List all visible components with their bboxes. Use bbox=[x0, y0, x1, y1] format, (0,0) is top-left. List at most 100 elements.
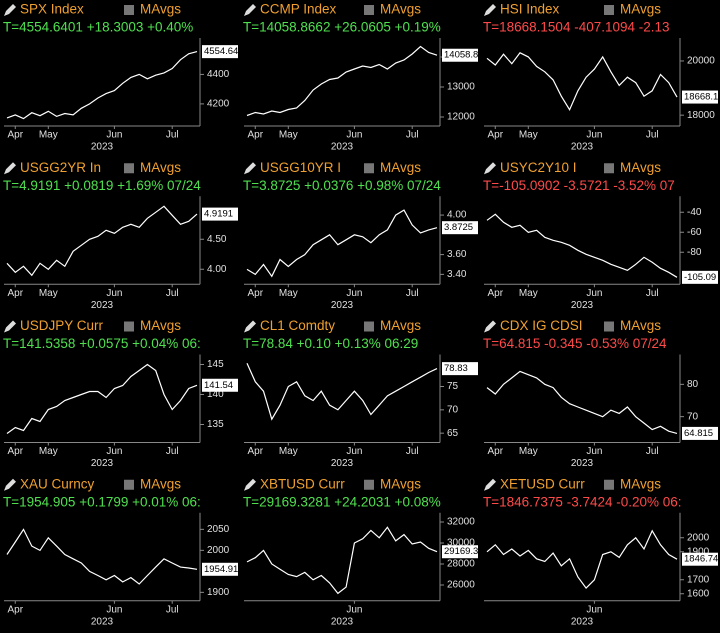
mavgs-toggle[interactable] bbox=[604, 5, 614, 15]
y-tick-label: 70 bbox=[447, 404, 459, 415]
mavgs-label[interactable]: MAvgs bbox=[140, 318, 181, 333]
y-tick-label: 4.50 bbox=[207, 234, 227, 245]
mavgs-toggle[interactable] bbox=[364, 321, 374, 332]
mavgs-toggle[interactable] bbox=[604, 163, 614, 174]
x-year-label: 2023 bbox=[571, 458, 594, 469]
last-price-box bbox=[202, 45, 238, 59]
mavgs-toggle[interactable] bbox=[124, 5, 134, 15]
panel-title: XBTUSD Curr bbox=[260, 476, 345, 491]
y-tick-label: 32000 bbox=[447, 517, 475, 528]
y-tick-label: 1900 bbox=[207, 587, 230, 598]
last-price-box bbox=[202, 562, 238, 576]
x-tick-label: May bbox=[279, 288, 298, 299]
x-year-label: 2023 bbox=[571, 142, 594, 153]
panel-header: HSI Index MAvgs T=18668.1504 -407.1094 -2.… bbox=[483, 2, 670, 35]
chart-panel: CCMP Index MAvgs T=14058.8662 +26.0605 +0.… bbox=[243, 2, 484, 153]
mavgs-label[interactable]: MAvgs bbox=[140, 476, 181, 491]
panel-header: CCMP Index MAvgs T=14058.8662 +26.0605 +0.… bbox=[243, 2, 441, 35]
edit-icon bbox=[4, 4, 16, 16]
edit-icon bbox=[244, 4, 256, 16]
y-tick-label: 1600 bbox=[687, 588, 710, 599]
panel-header: CDX IG CDSI MAvgs T=64.815 -0.345 -0.53% 0… bbox=[483, 318, 667, 351]
quote-line: T=1954.905 +0.1799 +0.01% 06: bbox=[3, 494, 201, 509]
last-price-box bbox=[682, 90, 718, 104]
last-price-box bbox=[682, 426, 718, 440]
panel-title: USYC2Y10 I bbox=[500, 160, 577, 175]
mavgs-label[interactable]: MAvgs bbox=[380, 476, 421, 491]
mavgs-toggle[interactable] bbox=[124, 321, 134, 332]
y-tick-label: 18000 bbox=[687, 110, 715, 121]
panel-title: CL1 Comdty bbox=[260, 318, 335, 333]
x-year-label: 2023 bbox=[91, 142, 114, 153]
mavgs-toggle[interactable] bbox=[364, 163, 374, 174]
x-tick-label: Jul bbox=[646, 446, 659, 457]
edit-icon bbox=[484, 162, 496, 175]
chart-panel: USGG10YR I MAvgs T=3.8725 +0.0376 +0.98% 0… bbox=[243, 160, 478, 311]
x-tick-label: Jul bbox=[646, 130, 659, 141]
y-tick-label: 135 bbox=[207, 419, 224, 430]
x-tick-label: Apr bbox=[247, 288, 263, 299]
mavgs-toggle[interactable] bbox=[124, 479, 134, 490]
x-tick-label: Jul bbox=[406, 288, 419, 299]
last-price-box bbox=[442, 362, 478, 376]
quote-line: T=141.5358 +0.0575 +0.04% 06: bbox=[3, 336, 201, 351]
edit-icon bbox=[4, 162, 16, 175]
panel-header: XETUSD Curr MAvgs T=1846.7375 -3.7424 -0.2… bbox=[483, 476, 682, 509]
mavgs-label[interactable]: MAvgs bbox=[620, 160, 661, 175]
mavgs-label[interactable]: MAvgs bbox=[620, 318, 661, 333]
last-price-box bbox=[682, 552, 718, 566]
y-tick-label: 65 bbox=[447, 428, 459, 439]
mavgs-label[interactable]: MAvgs bbox=[380, 2, 421, 17]
x-tick-label: Jun bbox=[586, 446, 602, 457]
x-tick-label: Jun bbox=[346, 446, 362, 457]
panel-title: USDJPY Curr bbox=[20, 318, 104, 333]
y-tick-label: 145 bbox=[207, 359, 224, 370]
mavgs-label[interactable]: MAvgs bbox=[620, 476, 661, 491]
quote-line: T=78.84 +0.10 +0.13% 06:29 bbox=[243, 336, 418, 351]
y-tick-label: 20000 bbox=[687, 56, 715, 67]
price-line bbox=[6, 205, 198, 277]
x-tick-label: May bbox=[519, 288, 538, 299]
x-year-label: 2023 bbox=[331, 458, 354, 469]
y-tick-label: 3.60 bbox=[447, 249, 467, 260]
mavgs-label[interactable]: MAvgs bbox=[140, 2, 181, 17]
x-year-label: 2023 bbox=[571, 616, 594, 627]
mavgs-toggle[interactable] bbox=[604, 479, 614, 490]
x-tick-label: May bbox=[519, 130, 538, 141]
x-tick-label: May bbox=[519, 446, 538, 457]
mavgs-label[interactable]: MAvgs bbox=[140, 160, 181, 175]
mavgs-label[interactable]: MAvgs bbox=[380, 318, 421, 333]
mavgs-label[interactable]: MAvgs bbox=[380, 160, 421, 175]
x-year-label: 2023 bbox=[331, 300, 354, 311]
x-tick-label: Jun bbox=[586, 604, 602, 615]
last-price-label: -105.09 bbox=[684, 272, 716, 283]
y-tick-label: 4.00 bbox=[207, 264, 227, 275]
panel-title: XETUSD Curr bbox=[500, 476, 585, 491]
mavgs-toggle[interactable] bbox=[364, 479, 374, 490]
y-tick-label: -40 bbox=[687, 207, 702, 218]
x-year-label: 2023 bbox=[331, 142, 354, 153]
panel-header: CL1 Comdty MAvgs T=78.84 +0.10 +0.13% 06:2… bbox=[243, 318, 421, 351]
x-tick-label: Apr bbox=[7, 604, 23, 615]
mavgs-label[interactable]: MAvgs bbox=[620, 2, 661, 17]
y-tick-label: 26000 bbox=[447, 580, 475, 591]
chart-panel: USDJPY Curr MAvgs T=141.5358 +0.0575 +0.04… bbox=[3, 318, 238, 469]
y-tick-label: 1700 bbox=[687, 574, 710, 585]
mavgs-toggle[interactable] bbox=[364, 5, 374, 15]
chart-panel: USGG2YR In MAvgs T=4.9191 +0.0819 +1.69% 0… bbox=[3, 160, 238, 311]
mavgs-toggle[interactable] bbox=[604, 321, 614, 332]
x-tick-label: May bbox=[39, 130, 58, 141]
edit-icon bbox=[4, 478, 16, 491]
mavgs-toggle[interactable] bbox=[124, 163, 134, 174]
x-tick-label: Apr bbox=[487, 130, 503, 141]
y-tick-label: 28000 bbox=[447, 559, 475, 570]
last-price-label: 141.54 bbox=[204, 380, 233, 391]
price-line bbox=[486, 52, 678, 111]
y-tick-label: 75 bbox=[447, 381, 459, 392]
panel-header: USYC2Y10 I MAvgs T=-105.0902 -3.5721 -3.52… bbox=[483, 160, 675, 193]
x-tick-label: Jun bbox=[346, 604, 362, 615]
edit-icon bbox=[484, 478, 496, 491]
chart-panel: XETUSD Curr MAvgs T=1846.7375 -3.7424 -0.2… bbox=[483, 476, 720, 627]
x-tick-label: Jun bbox=[346, 288, 362, 299]
